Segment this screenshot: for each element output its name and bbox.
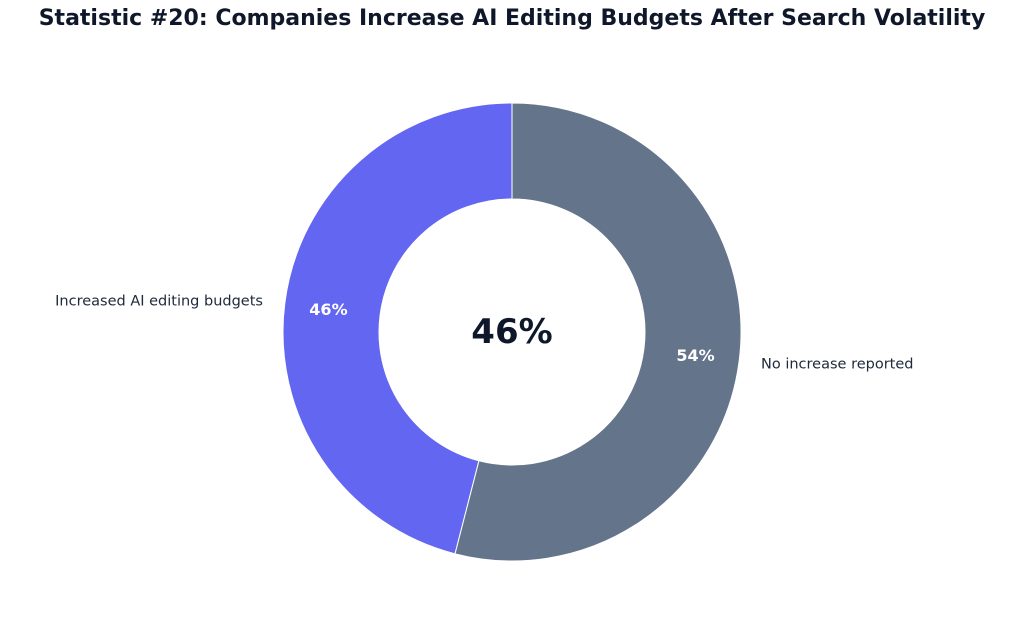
donut-slice-1 [282,102,513,555]
donut-center-label: 46% [471,312,552,352]
slice-category-label: No increase reported [761,356,913,372]
donut-hole [380,200,644,464]
donut-slice-2 [454,102,742,562]
chart-title: Statistic #20: Companies Increase AI Edi… [39,6,986,31]
slice-category-label: Increased AI editing budgets [55,294,263,310]
donut-slices [380,200,644,464]
slice-percent-label: 46% [309,300,347,319]
slice-category-labels: Increased AI editing budgets No increase … [55,294,913,373]
slice-percent-label: 54% [676,346,714,365]
slice-percent-labels: 46% 54% [309,300,714,365]
